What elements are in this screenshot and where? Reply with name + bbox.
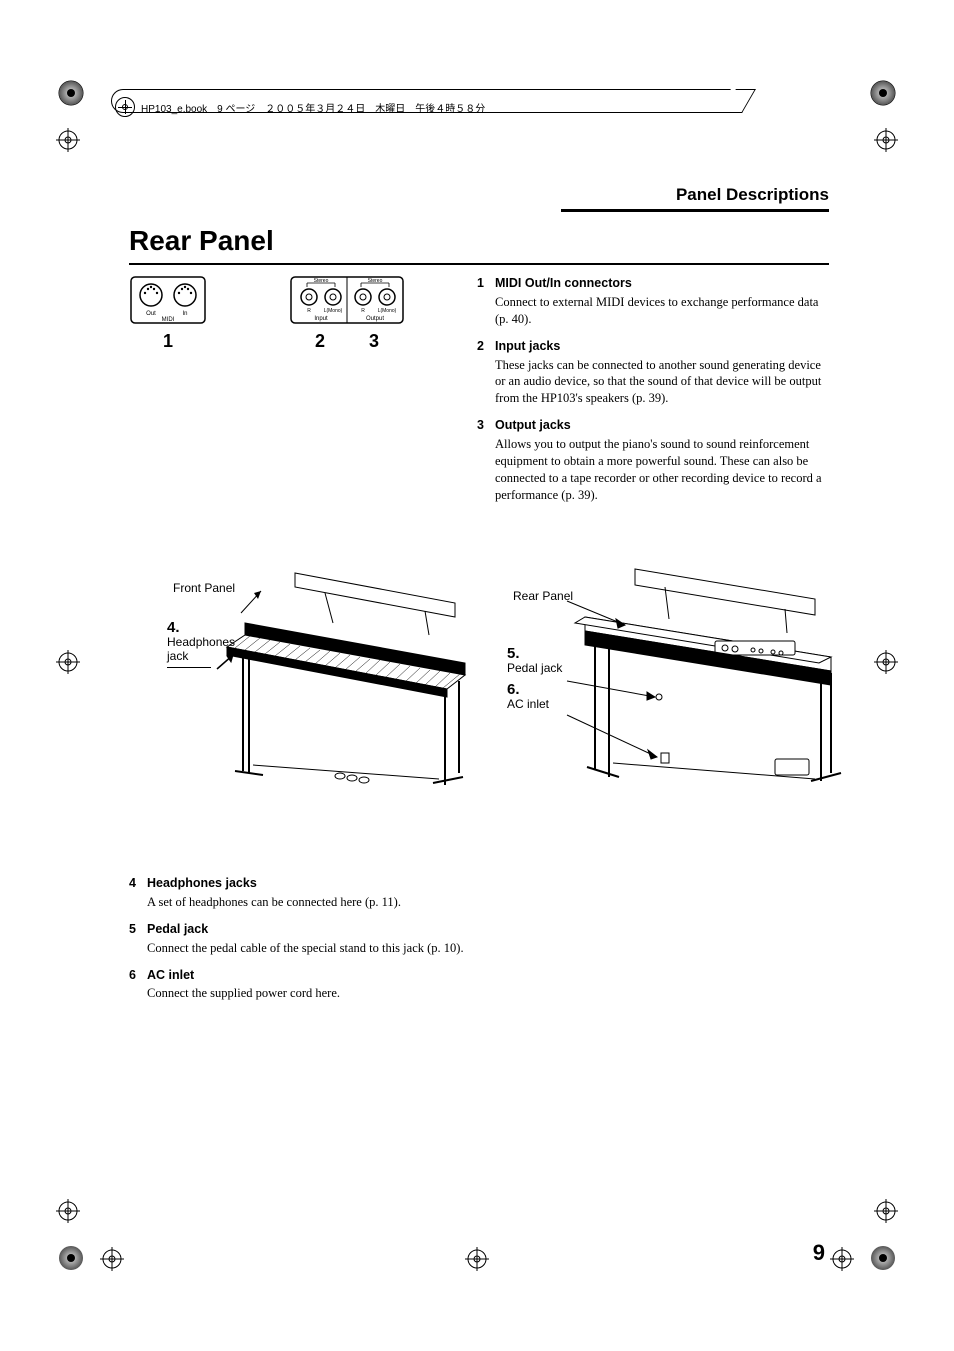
connectors-icon: Out In MIDI Stereo R L(Mono) Input Stere…: [129, 275, 409, 335]
crop-mark-icon: [56, 1243, 86, 1273]
reg-mark-icon: [874, 650, 898, 674]
conn-num-1: 1: [163, 331, 173, 352]
desc-body: These jacks can be connected to another …: [495, 357, 829, 408]
desc-body: Connect the supplied power cord here.: [147, 985, 481, 1002]
section-title: Rear Panel: [129, 225, 274, 257]
svg-text:Output: Output: [366, 316, 384, 322]
svg-text:L(Mono): L(Mono): [378, 308, 397, 314]
headphones-label: Headphones jack: [167, 635, 242, 663]
midi-out-label: Out: [146, 311, 156, 317]
desc-body: Connect to external MIDI devices to exch…: [495, 294, 829, 328]
desc-item: 5Pedal jack Connect the pedal cable of t…: [129, 921, 481, 957]
crop-mark-icon: [56, 78, 86, 108]
ac-inlet-label: AC inlet: [507, 697, 549, 711]
conn-num-3: 3: [369, 331, 379, 352]
crop-mark-icon: [868, 1243, 898, 1273]
desc-body: A set of headphones can be connected her…: [147, 894, 481, 911]
desc-num: 1: [477, 275, 495, 292]
header-rule: [561, 209, 829, 212]
front-panel-label: Front Panel: [173, 581, 235, 595]
svg-text:Input: Input: [314, 316, 328, 322]
arrow-icon: [239, 583, 269, 619]
label-num-5: 5.: [507, 645, 520, 662]
desc-num: 6: [129, 967, 147, 984]
svg-text:R: R: [361, 308, 365, 314]
desc-title: MIDI Out/In connectors: [495, 275, 632, 292]
desc-title: Output jacks: [495, 417, 571, 434]
desc-item: 3Output jacks Allows you to output the p…: [477, 417, 829, 503]
piano-rear-icon: [565, 563, 845, 793]
pedal-jack-label: Pedal jack: [507, 661, 562, 675]
section-rule: [129, 263, 829, 265]
desc-item: 4Headphones jacks A set of headphones ca…: [129, 875, 481, 911]
reg-mark-icon: [874, 128, 898, 152]
svg-text:Stereo: Stereo: [368, 278, 383, 284]
midi-in-label: In: [182, 311, 187, 317]
desc-num: 4: [129, 875, 147, 892]
desc-title: Input jacks: [495, 338, 560, 355]
svg-text:L(Mono): L(Mono): [324, 308, 343, 314]
page-number: 9: [813, 1240, 825, 1266]
page-content: HP103_e.book 9 ページ ２００５年３月２４日 木曜日 午後４時５８…: [85, 75, 869, 1276]
desc-num: 3: [477, 417, 495, 434]
leader-line: [167, 667, 211, 668]
label-num-4: 4.: [167, 619, 180, 636]
desc-item: 1MIDI Out/In connectors Connect to exter…: [477, 275, 829, 328]
connector-diagram: Out In MIDI Stereo R L(Mono) Input Stere…: [129, 275, 409, 355]
desc-item: 2Input jacks These jacks can be connecte…: [477, 338, 829, 408]
desc-title: Pedal jack: [147, 921, 208, 938]
midi-label: MIDI: [162, 317, 175, 323]
descriptions-bottom: 4Headphones jacks A set of headphones ca…: [129, 875, 481, 1012]
reg-mark-icon: [874, 1199, 898, 1223]
desc-title: AC inlet: [147, 967, 194, 984]
piano-illustrations: Front Panel 4. Headphones jack: [125, 563, 835, 823]
desc-title: Headphones jacks: [147, 875, 257, 892]
descriptions-top: 1MIDI Out/In connectors Connect to exter…: [477, 275, 829, 514]
desc-body: Allows you to output the piano's sound t…: [495, 436, 829, 504]
desc-item: 6AC inlet Connect the supplied power cor…: [129, 967, 481, 1003]
book-tag-border: [111, 89, 731, 113]
svg-text:R: R: [307, 308, 311, 314]
desc-num: 5: [129, 921, 147, 938]
reg-mark-icon: [56, 128, 80, 152]
label-num-6: 6.: [507, 681, 520, 698]
svg-text:Stereo: Stereo: [314, 278, 329, 284]
desc-num: 2: [477, 338, 495, 355]
page-header: Panel Descriptions: [676, 185, 829, 205]
crop-mark-icon: [868, 78, 898, 108]
rear-panel-label: Rear Panel: [513, 589, 573, 603]
reg-mark-icon: [56, 1199, 80, 1223]
desc-body: Connect the pedal cable of the special s…: [147, 940, 481, 957]
reg-mark-icon: [56, 650, 80, 674]
conn-num-2: 2: [315, 331, 325, 352]
